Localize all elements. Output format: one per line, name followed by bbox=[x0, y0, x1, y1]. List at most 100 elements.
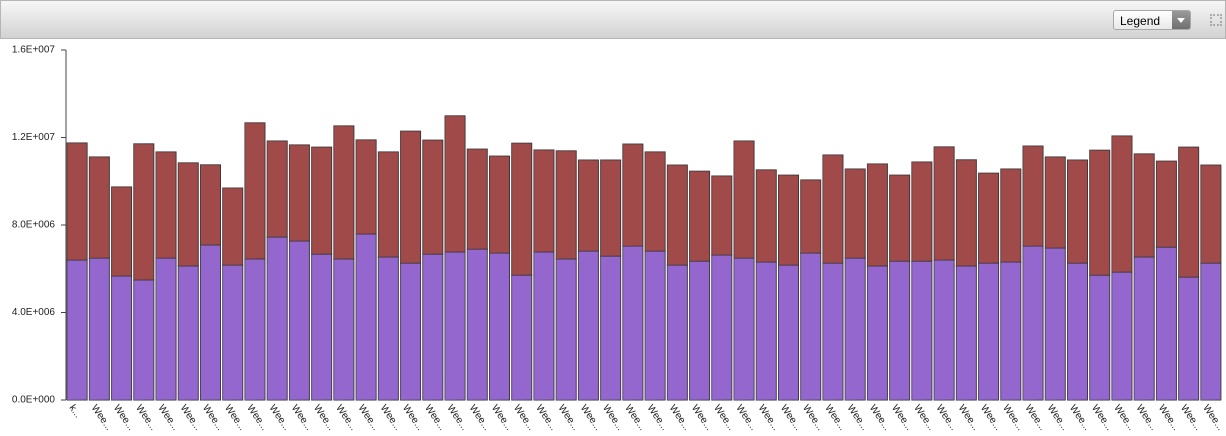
bar-shade bbox=[1156, 247, 1177, 400]
x-tick-label: Wee... bbox=[556, 403, 581, 433]
dropdown-arrow[interactable] bbox=[1172, 11, 1190, 29]
bar-shade bbox=[467, 149, 488, 250]
x-tick-label: Wee... bbox=[222, 403, 247, 433]
bar-shade bbox=[734, 141, 755, 259]
bar-shade bbox=[422, 140, 443, 255]
x-tick-label: Wee... bbox=[1045, 403, 1070, 433]
x-tick-label: Wee... bbox=[400, 403, 425, 433]
bar-shade bbox=[1067, 160, 1088, 264]
bar-shade bbox=[600, 160, 621, 257]
x-tick-label: Wee... bbox=[489, 403, 514, 433]
bar-shade bbox=[356, 139, 377, 234]
y-tick-label: 8.0E+006 bbox=[12, 220, 56, 231]
x-tick-label: Wee... bbox=[1134, 403, 1159, 433]
toolbar: Legend bbox=[0, 0, 1226, 39]
y-tick-label: 0.0E+000 bbox=[12, 395, 56, 406]
bar-shade bbox=[111, 275, 132, 400]
bar-shade bbox=[822, 263, 843, 400]
x-tick-label: Wee... bbox=[1200, 403, 1225, 433]
bar-shade bbox=[378, 256, 399, 400]
bar-shade bbox=[356, 233, 377, 400]
x-tick-label: Wee... bbox=[511, 403, 536, 433]
bar-shade bbox=[800, 179, 821, 253]
bar-shade bbox=[289, 144, 310, 241]
bar-shade bbox=[845, 258, 866, 400]
bar-shade bbox=[889, 261, 910, 400]
bar-shade bbox=[244, 258, 265, 400]
bar-shade bbox=[133, 143, 154, 280]
x-tick-label: Wee... bbox=[1111, 403, 1136, 433]
bar-shade bbox=[578, 251, 599, 400]
bar-shade bbox=[333, 125, 354, 259]
x-tick-label: Wee... bbox=[911, 403, 936, 433]
bar-shade bbox=[1111, 135, 1132, 273]
bar-shade bbox=[156, 151, 177, 259]
bar-shade bbox=[1178, 147, 1199, 278]
x-tick-label: Wee... bbox=[689, 403, 714, 433]
x-tick-label: k... bbox=[66, 403, 83, 420]
x-tick-label: Wee... bbox=[733, 403, 758, 433]
x-tick-label: Wee... bbox=[956, 403, 981, 433]
bar-shade bbox=[667, 165, 688, 266]
bar-shade bbox=[867, 163, 888, 266]
bar-shade bbox=[1156, 161, 1177, 248]
x-tick-label: Wee... bbox=[1089, 403, 1114, 433]
bar-shade bbox=[222, 265, 243, 400]
bar-shade bbox=[89, 258, 110, 400]
x-tick-label: Wee... bbox=[111, 403, 136, 433]
bar-shade bbox=[467, 249, 488, 400]
bar-shade bbox=[1045, 247, 1066, 400]
x-tick-label: Wee... bbox=[200, 403, 225, 433]
expand-icon[interactable] bbox=[1210, 14, 1222, 26]
x-tick-label: Wee... bbox=[845, 403, 870, 433]
bar-shade bbox=[289, 240, 310, 400]
legend-dropdown[interactable]: Legend bbox=[1113, 10, 1191, 30]
bar-shade bbox=[978, 263, 999, 400]
x-tick-label: Wee... bbox=[333, 403, 358, 433]
x-tick-label: Wee... bbox=[1156, 403, 1181, 433]
bar-shade bbox=[378, 151, 399, 257]
bar-shade bbox=[67, 142, 88, 260]
bar-shade bbox=[1000, 169, 1021, 262]
bar-shade bbox=[667, 265, 688, 400]
bar-shade bbox=[511, 275, 532, 400]
legend-button-label: Legend bbox=[1120, 14, 1161, 28]
bar-shade bbox=[1000, 261, 1021, 400]
bar-shade bbox=[911, 261, 932, 400]
bar-shade bbox=[867, 265, 888, 400]
bar-shade bbox=[445, 251, 466, 400]
bar-shade bbox=[267, 141, 288, 238]
bar-shade bbox=[889, 175, 910, 262]
x-tick-label: Wee... bbox=[355, 403, 380, 433]
bar-shade bbox=[1178, 277, 1199, 400]
bar-shade bbox=[156, 258, 177, 400]
bar-shade bbox=[845, 169, 866, 259]
bar-shade bbox=[311, 147, 332, 255]
y-tick-label: 1.6E+007 bbox=[12, 45, 56, 56]
bar-shade bbox=[400, 263, 421, 400]
bar-shade bbox=[622, 246, 643, 400]
bar-shade bbox=[1023, 146, 1044, 246]
bar-shade bbox=[622, 144, 643, 246]
bar-shade bbox=[778, 265, 799, 400]
bar-shade bbox=[489, 253, 510, 400]
bar-shade bbox=[244, 122, 265, 259]
x-tick-label: Wee... bbox=[822, 403, 847, 433]
bar-shade bbox=[822, 155, 843, 264]
bar-shade bbox=[533, 251, 554, 400]
bar-shade bbox=[578, 160, 599, 252]
x-tick-label: Wee... bbox=[711, 403, 736, 433]
bar-shade bbox=[67, 260, 88, 400]
x-tick-label: Wee... bbox=[778, 403, 803, 433]
bar-shade bbox=[934, 260, 955, 400]
x-tick-label: Wee... bbox=[1000, 403, 1025, 433]
x-tick-label: Wee... bbox=[467, 403, 492, 433]
bar-shade bbox=[756, 261, 777, 400]
bar-shade bbox=[111, 186, 132, 276]
x-tick-label: Wee... bbox=[289, 403, 314, 433]
bar-shade bbox=[511, 143, 532, 276]
x-tick-label: Wee... bbox=[244, 403, 269, 433]
y-tick-label: 1.2E+007 bbox=[12, 132, 56, 143]
